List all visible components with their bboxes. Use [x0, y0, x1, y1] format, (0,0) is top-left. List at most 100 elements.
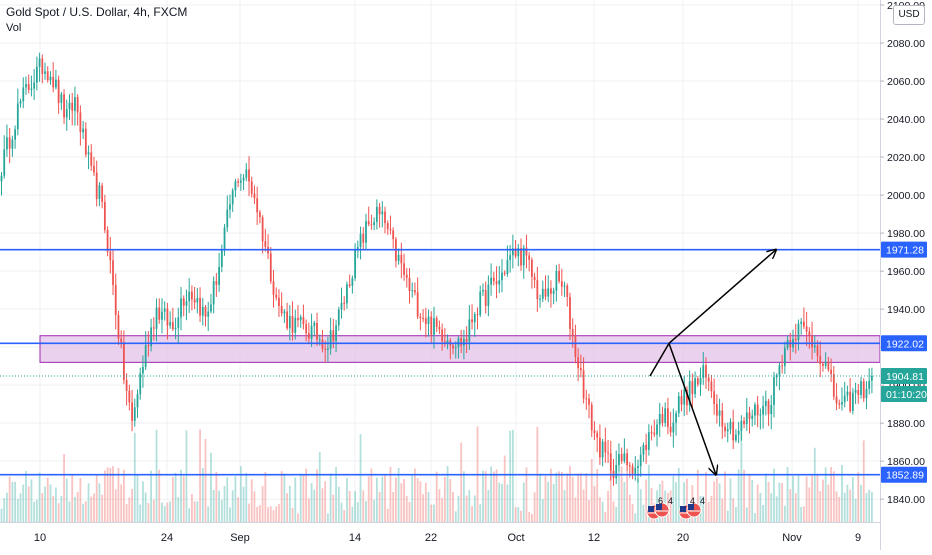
volume-bar: [484, 471, 487, 522]
volume-bar: [65, 478, 68, 522]
volume-bar: [759, 492, 762, 522]
candle-body: [433, 318, 435, 335]
candle-body: [337, 309, 340, 326]
volume-bar: [566, 473, 569, 522]
economic-event-badge[interactable]: [654, 502, 670, 518]
candle-body: [479, 291, 482, 315]
volume-bar: [185, 430, 188, 522]
candle-body: [22, 87, 25, 102]
candle-body: [25, 84, 27, 88]
currency-button[interactable]: USD: [893, 5, 925, 25]
volume-bar: [313, 489, 316, 522]
volume-bar: [778, 482, 781, 522]
volume-bar: [724, 471, 726, 522]
volume-bar: [14, 481, 16, 522]
candle-body: [226, 209, 229, 228]
volume-bar: [479, 504, 482, 522]
candle-body: [280, 305, 283, 314]
candle-body: [596, 433, 599, 438]
volume-bar: [346, 477, 348, 522]
candle-body: [492, 277, 495, 282]
volume-bar: [533, 492, 536, 522]
volume-bar: [424, 482, 427, 522]
volume-bar: [609, 468, 612, 522]
candle-body: [623, 453, 626, 462]
volume-bar: [71, 475, 74, 522]
candle-body: [525, 247, 528, 256]
volume-bar: [286, 493, 288, 522]
candle-body: [541, 288, 544, 299]
volume-bar: [865, 493, 868, 522]
volume-bar: [862, 440, 865, 522]
candle-body: [231, 190, 234, 205]
volume-bar: [321, 488, 324, 522]
volume-bar: [38, 472, 41, 522]
volume-indicator-label[interactable]: Vol: [6, 22, 22, 34]
candle-body: [427, 316, 430, 325]
price-axis-label: 1860.00: [887, 456, 925, 468]
volume-bar: [177, 497, 180, 522]
volume-bar: [57, 503, 60, 522]
economic-event-badge[interactable]: [686, 502, 702, 518]
candle-body: [762, 406, 764, 415]
volume-bar: [269, 506, 272, 522]
candle-body: [161, 311, 163, 320]
volume-bar: [180, 469, 182, 522]
volume-bar: [22, 484, 25, 522]
candle-body: [770, 405, 773, 415]
candle-body: [210, 304, 212, 312]
price-tag-1922: 1922.02: [886, 338, 924, 350]
candle-body: [531, 259, 533, 277]
volume-bar: [307, 498, 310, 522]
volume-bar: [473, 495, 476, 522]
symbol-title[interactable]: Gold Spot / U.S. Dollar, 4h, FXCM: [6, 5, 188, 19]
candle-body: [509, 255, 512, 261]
candle-body: [715, 403, 718, 416]
volume-bar: [773, 468, 775, 522]
candle-body: [272, 281, 275, 295]
volume-bar: [408, 501, 411, 522]
volume-bar: [541, 499, 544, 522]
candle-body: [215, 281, 218, 285]
volume-bar: [732, 498, 735, 522]
volume-bar: [76, 491, 79, 522]
candle-body: [79, 112, 82, 133]
price-tag-1852-bg: [881, 466, 927, 483]
volume-bar: [362, 490, 365, 522]
volume-bar: [128, 497, 131, 522]
candle-body: [207, 311, 210, 317]
volume-bar: [60, 495, 63, 522]
price-axis[interactable]: 2100.002080.002060.002040.002020.002000.…: [880, 0, 925, 506]
candle-body: [688, 381, 691, 406]
candle-body: [732, 421, 735, 441]
volume-bar: [871, 492, 873, 522]
volume-bar: [675, 482, 677, 522]
candle-body: [171, 322, 174, 329]
volume-bar: [449, 478, 452, 522]
volume-bar: [797, 474, 800, 522]
volume-bar: [786, 466, 789, 522]
volume-bar: [585, 473, 588, 522]
volume-bar: [637, 478, 639, 522]
volume-bar: [824, 467, 827, 522]
candle-body: [386, 223, 389, 229]
candle-body: [248, 169, 250, 182]
volume-bar: [430, 504, 433, 522]
price-axis-label: 2060.00: [887, 76, 925, 88]
volume-bar: [27, 486, 30, 522]
candle-body: [142, 366, 144, 374]
volume-bar: [305, 468, 308, 522]
candle-body: [351, 278, 354, 286]
volume-bar: [3, 498, 6, 522]
volume-bar: [520, 510, 522, 522]
volume-bar: [131, 488, 133, 522]
volume-bar: [569, 466, 571, 522]
candle-body: [664, 408, 667, 423]
candle-body: [857, 390, 860, 395]
candle-body: [751, 415, 754, 419]
volume-bar: [41, 493, 44, 522]
time-axis[interactable]: 10 24 Sep 14 22 Oct 12 20 Nov 9: [34, 532, 861, 544]
